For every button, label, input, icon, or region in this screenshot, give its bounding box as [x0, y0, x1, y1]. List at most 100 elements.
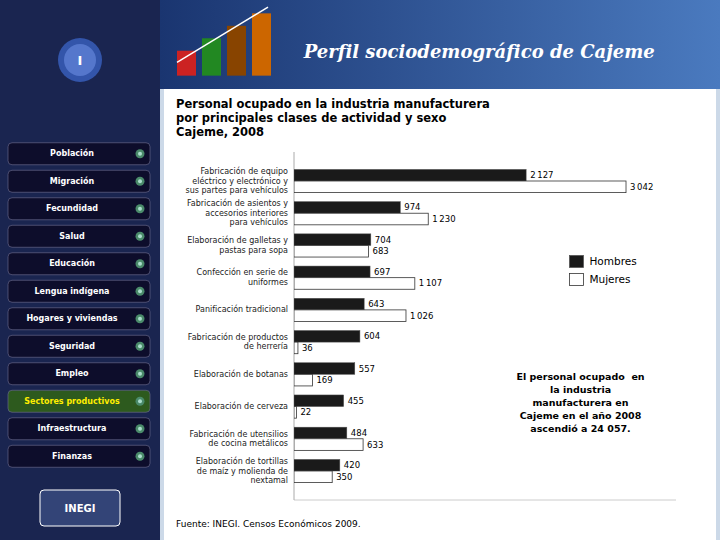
data-label: 455 — [348, 396, 364, 406]
category-label: Elaboración de botanas — [194, 369, 288, 379]
menu-icon-dot — [138, 454, 142, 458]
bar — [294, 459, 340, 471]
menu-icon-dot — [138, 399, 142, 403]
data-label: 350 — [336, 472, 352, 482]
text-line: sus partes para vehículos — [186, 186, 288, 195]
text-line: la industria — [550, 384, 611, 395]
logo-text: I — [78, 53, 83, 68]
menu-icon — [136, 149, 145, 158]
menu-label: Migración — [50, 176, 95, 186]
menu-item — [8, 308, 150, 330]
text-line: pastas para sopa — [219, 246, 288, 255]
category-label: Panificación tradicional — [196, 304, 288, 314]
data-label: 697 — [374, 267, 390, 277]
header-icon-bar — [227, 26, 246, 76]
bar — [294, 439, 363, 451]
header-icon-bar — [252, 13, 271, 75]
text-line: Personal ocupado en la industria manufac… — [176, 97, 490, 111]
bar — [294, 342, 298, 354]
text-line: Elaboración de galletas y — [187, 235, 288, 245]
text-line: para vehículos — [230, 218, 288, 227]
menu-icon — [136, 397, 145, 406]
bar — [294, 298, 364, 310]
logo-core — [64, 44, 96, 76]
data-label: 169 — [316, 375, 332, 385]
content-background — [164, 89, 716, 540]
chart-title: Personal ocupado en la industria manufac… — [176, 97, 490, 139]
bar — [294, 213, 428, 225]
legend-label: Hombres — [589, 255, 636, 267]
text-line: Fabricación de utensilios — [190, 429, 288, 439]
menu-label: Salud — [59, 232, 85, 241]
bar — [294, 363, 355, 375]
data-label: 633 — [367, 440, 383, 450]
data-label: 36 — [302, 343, 313, 353]
menu-icon — [136, 232, 145, 241]
text-line: accesorios interiores — [205, 209, 288, 218]
menu-label: Finanzas — [52, 452, 92, 461]
bar — [294, 181, 626, 193]
menu-icon — [136, 259, 145, 268]
menu-item — [8, 445, 150, 467]
menu-item — [8, 363, 150, 385]
legend-label: Mujeres — [589, 273, 630, 285]
bar — [294, 374, 312, 386]
menu-icon — [136, 314, 145, 323]
data-label: 1 230 — [432, 214, 455, 224]
annotation: El personal ocupado enla industriamanufa… — [516, 371, 644, 434]
data-label: 3 042 — [630, 182, 653, 192]
bar — [294, 234, 371, 246]
legend: Hombres Mujeres — [569, 255, 636, 285]
menu-item — [8, 143, 150, 165]
text-line: de cocina metálicos — [208, 439, 288, 448]
menu-icon-dot — [138, 207, 142, 211]
text-line: Cajeme, 2008 — [176, 125, 264, 139]
menu-icon-dot — [138, 317, 142, 321]
bar — [294, 407, 296, 419]
menu-label: Fecundidad — [46, 204, 98, 213]
header-background — [160, 0, 720, 89]
category-label: Fabricación de productosde herrería — [188, 332, 288, 352]
header-icon-bar — [177, 51, 196, 76]
text-line: de maíz y molienda de — [197, 467, 288, 476]
menu-icon — [136, 177, 145, 186]
category-label: Elaboración de tortillasde maíz y molien… — [196, 456, 288, 485]
sidebar: I Población Migración Fecundidad Salud Educac… — [0, 0, 160, 540]
bar — [294, 471, 332, 483]
menu-item — [8, 170, 150, 192]
menu-icon-dot — [138, 289, 142, 293]
text-line: uniformes — [248, 278, 288, 287]
annotation-box — [501, 366, 661, 439]
category-label: Confección en serie deuniformes — [197, 267, 288, 287]
menu-label: Educación — [49, 258, 95, 268]
text-line: Confección en serie de — [197, 267, 288, 277]
bar — [294, 310, 406, 322]
menu-item — [8, 418, 150, 440]
text-line: de herrería — [244, 342, 288, 351]
category-label: Elaboración de galletas ypastas para sop… — [187, 235, 288, 255]
menu-icon — [136, 424, 145, 433]
data-label: 643 — [368, 299, 384, 309]
menu-icon-dot — [138, 372, 142, 376]
sidebar-background — [0, 0, 160, 540]
menu-label: Lengua indígena — [35, 287, 110, 296]
data-label: 974 — [404, 202, 420, 212]
menu-label: Sectores productivos — [24, 397, 120, 406]
bar — [294, 331, 360, 343]
data-label: 420 — [344, 460, 360, 470]
menu-item — [8, 335, 150, 357]
page: I Población Migración Fecundidad Salud Educac… — [0, 0, 720, 540]
x-axis-line — [294, 500, 676, 501]
page-background — [0, 0, 720, 540]
menu-icon-dot — [138, 427, 142, 431]
header: Perfil sociodemográfico de Cajeme — [160, 0, 720, 89]
data-label: 2 127 — [530, 170, 553, 180]
menu-item — [8, 280, 150, 302]
logo-ring — [58, 38, 102, 82]
text-line: Fabricación de productos — [188, 332, 288, 342]
bar — [294, 202, 400, 214]
text-line: por principales clases de actividad y se… — [176, 111, 446, 125]
menu-label: Población — [50, 148, 94, 158]
data-label: 22 — [300, 407, 311, 417]
text-line: nextamal — [250, 476, 288, 485]
